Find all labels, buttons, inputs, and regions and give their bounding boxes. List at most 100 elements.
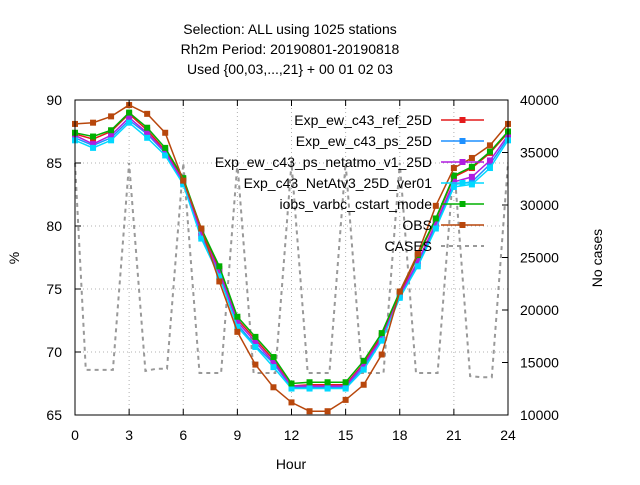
x-tick-label: 12 [284, 427, 300, 443]
data-point-iobs-varbc-cstart-mode [162, 144, 169, 151]
data-point-exp-ew-c43-ps-netatmo-v1-25d [252, 338, 259, 345]
y-tick-label: 70 [46, 344, 62, 360]
x-tick-label: 3 [125, 427, 133, 443]
plot-frame [74, 99, 509, 416]
data-point-iobs-varbc-cstart-mode [306, 379, 313, 386]
data-point-obs [468, 154, 475, 161]
data-point-obs [432, 202, 439, 209]
data-point-obs [306, 408, 313, 415]
series-line-obs [74, 104, 509, 412]
title-line-3: Used {00,03,...,21} + 00 01 02 03 [187, 61, 393, 77]
y-tick-label: 85 [46, 155, 62, 171]
y2-tick-label: 35000 [520, 145, 559, 161]
data-point-exp-ew-c43-ps-netatmo-v1-25d [90, 141, 97, 148]
series-group [72, 102, 511, 415]
data-point-obs [342, 396, 349, 403]
data-point-iobs-varbc-cstart-mode [468, 163, 475, 170]
data-point-iobs-varbc-cstart-mode [108, 127, 115, 134]
data-point-iobs-varbc-cstart-mode [234, 313, 241, 320]
x-tick-label: 15 [338, 427, 354, 443]
legend-label: Exp_ew_c43_ref_25D [294, 112, 432, 128]
data-point-exp-c43-netatv3-25d-ver01 [306, 385, 313, 392]
data-point-obs [414, 250, 421, 257]
data-point-exp-ew-c43-ps-netatmo-v1-25d [234, 318, 241, 325]
data-point-obs [198, 225, 205, 232]
data-point-exp-ew-c43-ps-netatmo-v1-25d [360, 361, 367, 368]
data-point-obs [162, 129, 169, 136]
data-point-iobs-varbc-cstart-mode [252, 333, 259, 340]
data-point-obs [252, 361, 259, 368]
x-tick-label: 24 [500, 427, 516, 443]
y2-tick-label: 25000 [520, 250, 559, 266]
data-point-iobs-varbc-cstart-mode [432, 215, 439, 222]
data-point-exp-c43-netatv3-25d-ver01 [234, 323, 241, 330]
data-point-exp-c43-netatv3-25d-ver01 [90, 144, 97, 151]
data-point-exp-c43-netatv3-25d-ver01 [144, 134, 151, 141]
data-point-obs [324, 408, 331, 415]
data-point-exp-c43-netatv3-25d-ver01 [378, 337, 385, 344]
legend-marker-obs [459, 222, 466, 228]
data-point-exp-c43-netatv3-25d-ver01 [342, 385, 349, 392]
data-point-iobs-varbc-cstart-mode [342, 379, 349, 386]
legend-label: iobs_varbc_cstart_mode [279, 196, 432, 212]
chart-title: Selection: ALL using 1025 stations Rh2m … [181, 21, 400, 77]
data-point-obs [216, 278, 223, 285]
data-point-exp-ew-c43-ps-netatmo-v1-25d [126, 114, 133, 121]
data-point-iobs-varbc-cstart-mode [270, 354, 277, 361]
x-tick-label: 21 [446, 427, 462, 443]
y-axis-label: % [6, 252, 22, 264]
axis-ticks: 0 3 6 9 12 15 18 21 24 65 70 75 80 85 90 10000 15000 2000… [46, 92, 559, 443]
data-point-iobs-varbc-cstart-mode [126, 109, 133, 116]
data-point-exp-c43-netatv3-25d-ver01 [396, 294, 403, 301]
data-point-obs [396, 288, 403, 295]
data-point-exp-ew-c43-ps-25d [486, 161, 493, 168]
data-point-exp-ew-c43-ps-netatmo-v1-25d [486, 157, 493, 164]
data-point-exp-c43-netatv3-25d-ver01 [270, 364, 277, 371]
data-point-iobs-varbc-cstart-mode [90, 133, 97, 140]
y2-tick-label: 20000 [520, 302, 559, 318]
legend-marker-exp-ew-c43-ps-netatmo-v1-25d [459, 159, 466, 165]
y-tick-label: 65 [46, 407, 62, 423]
data-point-exp-ew-c43-ps-netatmo-v1-25d [144, 129, 151, 136]
data-point-exp-ew-c43-ps-netatmo-v1-25d [414, 258, 421, 265]
data-point-obs [378, 351, 385, 358]
y-tick-label: 80 [46, 218, 62, 234]
data-point-exp-ew-c43-ps-netatmo-v1-25d [450, 178, 457, 185]
data-point-iobs-varbc-cstart-mode [360, 357, 367, 364]
legend-marker-exp-c43-netatv3-25d-ver01 [459, 180, 466, 186]
data-point-exp-c43-netatv3-25d-ver01 [468, 181, 475, 188]
data-point-iobs-varbc-cstart-mode [450, 172, 457, 179]
y2-tick-label: 10000 [520, 407, 559, 423]
legend-label: Exp_ew_c43_ps_netatmo_v1_25D [215, 154, 432, 170]
data-point-exp-c43-netatv3-25d-ver01 [486, 165, 493, 172]
data-point-exp-ew-c43-ps-netatmo-v1-25d [216, 268, 223, 275]
x-tick-label: 6 [179, 427, 187, 443]
legend-label: Exp_c43_NetAtv3_25D_ver01 [244, 175, 433, 191]
data-point-exp-ew-c43-ps-netatmo-v1-25d [198, 230, 205, 237]
legend: Exp_ew_c43_ref_25D Exp_ew_c43_ps_25D Exp_e… [215, 112, 484, 254]
data-point-exp-c43-netatv3-25d-ver01 [432, 225, 439, 232]
data-point-exp-c43-netatv3-25d-ver01 [126, 119, 133, 126]
data-point-exp-c43-netatv3-25d-ver01 [162, 152, 169, 159]
data-point-obs [288, 399, 295, 406]
data-point-exp-c43-netatv3-25d-ver01 [216, 273, 223, 280]
data-point-iobs-varbc-cstart-mode [324, 379, 331, 386]
y-tick-label: 75 [46, 281, 62, 297]
data-point-exp-ew-c43-ps-netatmo-v1-25d [270, 359, 277, 366]
data-point-exp-c43-netatv3-25d-ver01 [198, 235, 205, 242]
data-point-exp-c43-netatv3-25d-ver01 [324, 385, 331, 392]
x-axis-label: Hour [276, 456, 307, 472]
data-point-obs [450, 165, 457, 172]
data-point-exp-c43-netatv3-25d-ver01 [360, 366, 367, 373]
data-point-obs [108, 113, 115, 120]
legend-marker-iobs-varbc-cstart-mode [459, 201, 466, 207]
data-point-obs [270, 384, 277, 391]
x-tick-label: 9 [233, 427, 241, 443]
data-point-exp-ew-c43-ps-netatmo-v1-25d [162, 148, 169, 155]
data-point-exp-ew-c43-ps-netatmo-v1-25d [432, 220, 439, 227]
legend-label: Exp_ew_c43_ps_25D [296, 133, 432, 149]
data-point-exp-c43-netatv3-25d-ver01 [108, 137, 115, 144]
y2-tick-label: 30000 [520, 197, 559, 213]
title-line-1: Selection: ALL using 1025 stations [183, 21, 397, 37]
